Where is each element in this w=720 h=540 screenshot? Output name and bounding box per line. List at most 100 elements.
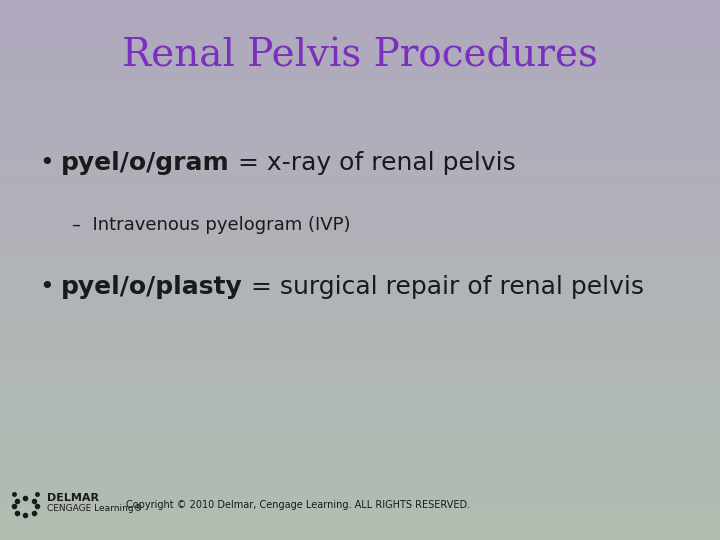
Bar: [0, 319, 720, 321]
Bar: [0, 435, 720, 437]
Bar: [0, 211, 720, 213]
Bar: [0, 113, 720, 116]
Bar: [0, 305, 720, 308]
Bar: [0, 181, 720, 184]
Bar: [0, 65, 720, 68]
Text: = surgical repair of renal pelvis: = surgical repair of renal pelvis: [243, 275, 644, 299]
Bar: [0, 402, 720, 405]
Text: •: •: [40, 275, 54, 299]
Bar: [0, 294, 720, 297]
Bar: [0, 103, 720, 105]
Bar: [0, 529, 720, 532]
Bar: [0, 89, 720, 92]
Bar: [0, 351, 720, 354]
Bar: [0, 81, 720, 84]
Bar: [0, 310, 720, 313]
Bar: [0, 143, 720, 146]
Bar: [0, 297, 720, 300]
Bar: [0, 489, 720, 491]
Bar: [0, 51, 720, 54]
Bar: [0, 178, 720, 181]
Bar: [0, 154, 720, 157]
Bar: [0, 16, 720, 19]
Bar: [0, 265, 720, 267]
Bar: [0, 397, 720, 400]
Bar: [0, 494, 720, 497]
Bar: [0, 151, 720, 154]
Bar: [0, 167, 720, 170]
Text: DELMAR: DELMAR: [47, 494, 99, 503]
Bar: [0, 478, 720, 481]
Bar: [0, 429, 720, 432]
Bar: [0, 300, 720, 302]
Bar: [0, 221, 720, 224]
Bar: [0, 343, 720, 346]
Bar: [0, 248, 720, 251]
Bar: [0, 62, 720, 65]
Bar: [0, 119, 720, 122]
Bar: [0, 364, 720, 367]
Bar: [0, 486, 720, 489]
Bar: [0, 281, 720, 284]
Bar: [0, 140, 720, 143]
Bar: [0, 59, 720, 62]
Bar: [0, 54, 720, 57]
Bar: [0, 78, 720, 81]
Bar: [0, 227, 720, 229]
Bar: [0, 92, 720, 94]
Bar: [0, 394, 720, 397]
Bar: [0, 194, 720, 197]
Bar: [0, 505, 720, 508]
Bar: [0, 502, 720, 505]
Bar: [0, 535, 720, 537]
Bar: [0, 243, 720, 246]
Bar: [0, 432, 720, 435]
Bar: [0, 124, 720, 127]
Bar: [0, 46, 720, 49]
Bar: [0, 284, 720, 286]
Text: = x-ray of renal pelvis: = x-ray of renal pelvis: [230, 151, 516, 175]
Bar: [0, 346, 720, 348]
Bar: [0, 470, 720, 472]
Bar: [0, 340, 720, 343]
Bar: [0, 278, 720, 281]
Bar: [0, 238, 720, 240]
Bar: [0, 246, 720, 248]
Bar: [0, 116, 720, 119]
Bar: [0, 321, 720, 324]
Bar: [0, 292, 720, 294]
Bar: [0, 232, 720, 235]
Bar: [0, 165, 720, 167]
Bar: [0, 157, 720, 159]
Bar: [0, 19, 720, 22]
Bar: [0, 184, 720, 186]
Bar: [0, 5, 720, 8]
Bar: [0, 338, 720, 340]
Bar: [0, 526, 720, 529]
Bar: [0, 443, 720, 445]
Bar: [0, 424, 720, 427]
Text: •: •: [40, 151, 54, 175]
Bar: [0, 451, 720, 454]
Bar: [0, 392, 720, 394]
Bar: [0, 416, 720, 418]
Bar: [0, 421, 720, 424]
Bar: [0, 24, 720, 27]
Bar: [0, 224, 720, 227]
Bar: [0, 94, 720, 97]
Bar: [0, 3, 720, 5]
Bar: [0, 472, 720, 475]
Bar: [0, 186, 720, 189]
Bar: [0, 483, 720, 486]
Bar: [0, 427, 720, 429]
Bar: [0, 446, 720, 448]
Bar: [0, 262, 720, 265]
Bar: [0, 162, 720, 165]
Bar: [0, 192, 720, 194]
Bar: [0, 108, 720, 111]
Bar: [0, 524, 720, 526]
Text: Copyright © 2010 Delmar, Cengage Learning. ALL RIGHTS RESERVED.: Copyright © 2010 Delmar, Cengage Learnin…: [126, 500, 470, 510]
Bar: [0, 316, 720, 319]
Bar: [0, 332, 720, 335]
Text: Renal Pelvis Procedures: Renal Pelvis Procedures: [122, 38, 598, 75]
